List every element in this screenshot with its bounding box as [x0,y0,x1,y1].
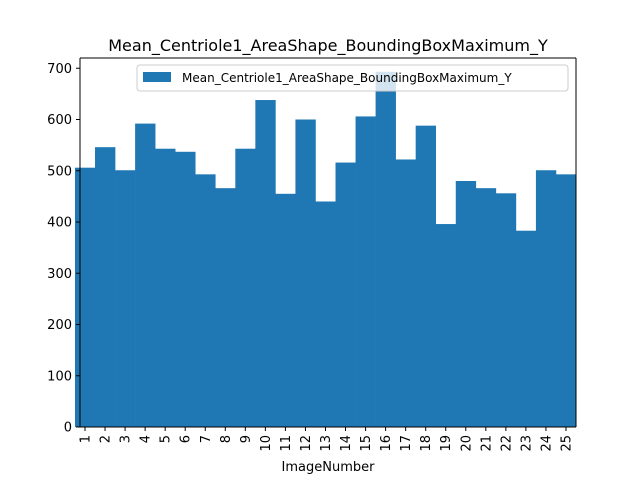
bar-19 [435,224,457,427]
x-tick-label: 24 [539,435,554,452]
x-tick-label: 11 [279,435,294,452]
x-tick-label: 12 [299,435,314,452]
x-tick-label: 14 [339,435,354,452]
y-tick-label: 500 [47,164,72,179]
bar-12 [295,119,316,427]
y-tick-label: 700 [47,62,72,77]
x-tick-label: 6 [179,435,194,443]
x-tick-label: 4 [139,435,154,443]
x-tick-label: 15 [359,435,374,452]
y-tick-label: 200 [47,318,72,333]
y-tick-label: 400 [47,216,72,231]
x-tick-label: 9 [239,435,254,443]
bar-22 [495,193,517,427]
bar-7 [195,174,216,427]
x-tick-label: 23 [519,435,534,452]
legend-label: Mean_Centriole1_AreaShape_BoundingBoxMax… [182,71,512,85]
x-tick-label: 10 [259,435,274,452]
chart-title: Mean_Centriole1_AreaShape_BoundingBoxMax… [108,36,548,56]
x-tick-label: 17 [399,435,414,452]
x-tick-label: 8 [219,435,234,443]
bar-23 [515,230,537,427]
bar-6 [175,151,196,428]
bar-24 [535,170,557,428]
x-tick-label: 3 [119,435,134,443]
bar-9 [235,148,256,427]
bar-11 [275,193,296,427]
bar-18 [415,125,437,428]
y-tick-label: 600 [47,113,72,128]
x-tick-label: 13 [319,435,334,452]
bar-20 [455,181,477,427]
legend-frame [136,64,569,92]
x-tick-label: 18 [419,435,434,452]
x-tick-label: 19 [439,435,454,452]
y-tick-label: 300 [47,267,72,282]
bar-8 [215,188,236,427]
bar-1 [74,167,96,427]
bar-3 [115,170,136,428]
bar-13 [315,201,336,427]
y-tick-label: 0 [64,421,72,436]
bar-4 [135,123,156,427]
legend-swatch [143,72,171,82]
x-tick-label: 5 [159,435,174,443]
bars-layer [74,71,577,428]
bar-25 [555,174,577,427]
x-tick-label: 1 [79,435,94,443]
bar-15 [355,116,376,428]
x-tick-label: 22 [499,435,514,452]
bar-14 [335,162,356,428]
bar-17 [395,159,416,428]
x-tick-label: 16 [379,435,394,452]
x-tick-label: 21 [479,435,494,452]
x-tick-label: 20 [459,435,474,452]
legend: Mean_Centriole1_AreaShape_BoundingBoxMax… [136,64,569,92]
bar-21 [475,188,497,427]
x-tick-label: 2 [99,435,114,443]
bar-16 [375,71,396,427]
x-axis-label: ImageNumber [282,460,376,475]
y-tick-label: 100 [47,369,72,384]
bar-5 [155,148,176,427]
bar-2 [95,147,116,427]
bar-10 [255,100,276,427]
x-tick-label: 7 [199,435,214,443]
x-tick-label: 25 [559,435,574,452]
